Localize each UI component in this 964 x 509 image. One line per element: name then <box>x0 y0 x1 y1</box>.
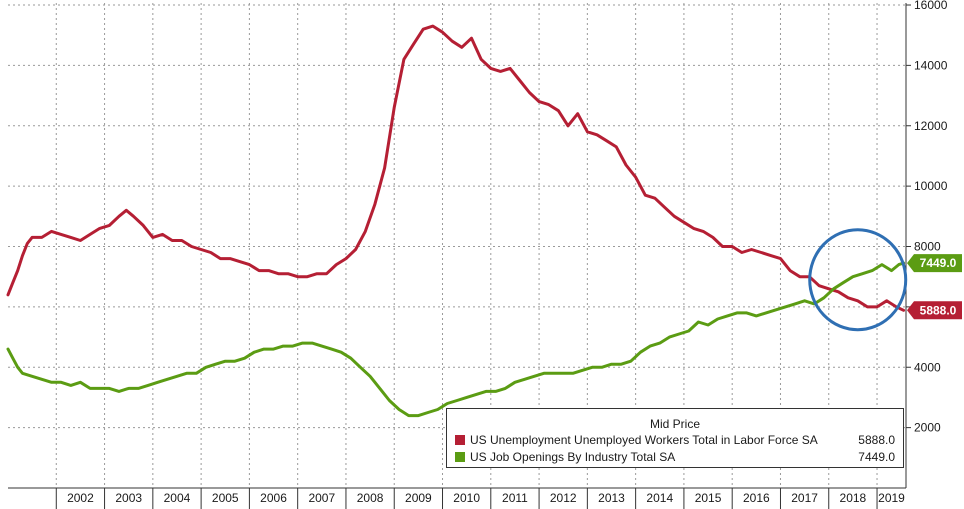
highlight-circle <box>808 228 908 332</box>
x-tick-label: 2017 <box>791 491 818 505</box>
y-tick-label: 12000 <box>914 119 948 133</box>
legend-label-unemployment: US Unemployment Unemployed Workers Total… <box>470 433 818 447</box>
x-tick-label: 2011 <box>502 491 528 505</box>
legend-value-job-openings: 7449.0 <box>858 450 895 464</box>
x-tick-label: 2010 <box>453 491 480 505</box>
legend-value-unemployment: 5888.0 <box>858 433 895 447</box>
series-line-unemployment <box>6 24 906 312</box>
last-value-tag-shape <box>907 301 962 320</box>
legend-swatch-job-openings <box>455 452 465 462</box>
last-value-tag-shape <box>907 254 962 273</box>
x-tick-label: 2003 <box>115 491 142 505</box>
x-tick-label: 2004 <box>164 491 191 505</box>
y-tick-label: 8000 <box>914 240 941 254</box>
x-tick-label: 2002 <box>67 491 94 505</box>
y-tick-label: 14000 <box>914 58 948 72</box>
x-tick-label: 2015 <box>695 491 722 505</box>
legend-title: Mid Price <box>649 417 700 431</box>
series-line-job-openings <box>6 261 906 418</box>
x-tick-label: 2016 <box>743 491 770 505</box>
x-tick-label: 2012 <box>550 491 577 505</box>
x-tick-label: 2007 <box>308 491 335 505</box>
last-value-tag-label: 7449.0 <box>920 256 957 270</box>
axes: 2000400060008000100001200014000160002002… <box>8 0 962 509</box>
legend-swatch-unemployment <box>455 435 465 445</box>
y-tick-label: 4000 <box>914 360 941 374</box>
series-layer <box>6 24 906 418</box>
x-tick-label: 2014 <box>646 491 673 505</box>
y-tick-label: 2000 <box>914 421 941 435</box>
grid <box>8 3 906 488</box>
x-tick-label: 2008 <box>357 491 384 505</box>
last-value-tag-label: 5888.0 <box>920 303 957 317</box>
x-tick-label: 2006 <box>260 491 287 505</box>
x-tick-label: 2005 <box>212 491 239 505</box>
y-tick-label: 10000 <box>914 179 948 193</box>
legend: Mid Price US Unemployment Unemployed Wor… <box>446 408 904 468</box>
x-tick-label: 2019 <box>878 491 905 505</box>
last-value-tag-job-openings: 7449.0 <box>907 254 962 273</box>
annotation-layer <box>808 228 908 332</box>
last-value-tag-unemployment: 5888.0 <box>907 301 962 320</box>
x-tick-label: 2013 <box>598 491 625 505</box>
legend-entry-unemployment: US Unemployment Unemployed Workers Total… <box>455 433 895 447</box>
legend-entry-job-openings: US Job Openings By Industry Total SA 744… <box>455 450 895 464</box>
y-tick-label: 16000 <box>914 0 948 12</box>
legend-label-job-openings: US Job Openings By Industry Total SA <box>470 450 676 464</box>
x-tick-label: 2018 <box>840 491 867 505</box>
x-tick-label: 2009 <box>405 491 432 505</box>
